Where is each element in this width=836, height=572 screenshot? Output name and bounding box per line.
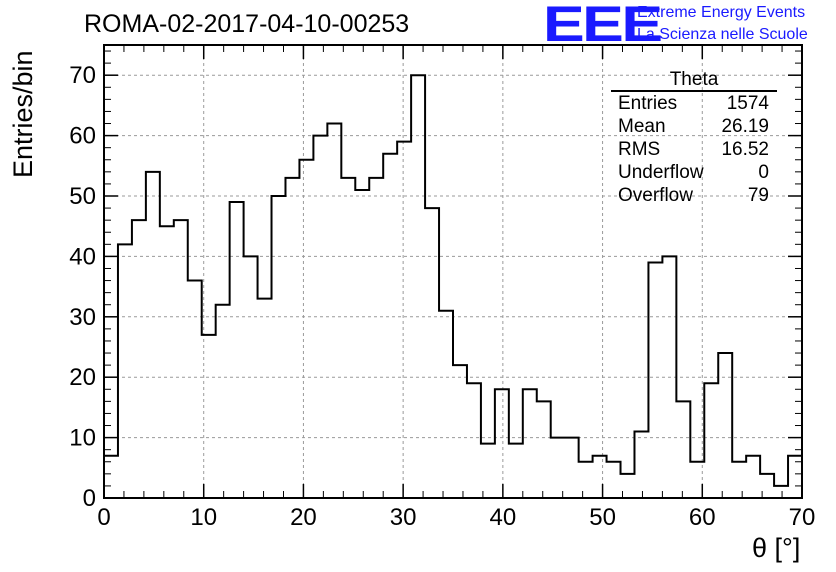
plot-frame <box>103 44 803 499</box>
stats-value: 79 <box>747 185 769 206</box>
stats-label: Overflow <box>618 185 693 206</box>
stats-value: 1574 <box>726 93 769 114</box>
y-tick-label: 60 <box>69 123 96 150</box>
stats-value: 26.19 <box>721 116 769 137</box>
y-tick-label: 10 <box>69 425 96 452</box>
chart-title: ROMA-02-2017-04-10-00253 <box>84 10 410 38</box>
stats-title: Theta <box>611 70 777 92</box>
x-tick-label: 50 <box>589 504 616 531</box>
axis-ticks: 0 10 20 30 40 50 60 70 0 10 20 30 40 50 60 70 <box>69 45 815 531</box>
y-tick-label: 20 <box>69 364 96 391</box>
logo-text: Extreme Energy Events La Scienza nelle S… <box>637 2 808 46</box>
logo-line-2: La Scienza nelle Scuole <box>637 26 808 43</box>
y-tick-label: 0 <box>83 485 96 512</box>
x-tick-label: 20 <box>290 504 317 531</box>
y-tick-label: 40 <box>69 243 96 270</box>
stats-box: Theta Entries 1574 Mean 26.19 RMS 16.52 Und… <box>611 70 777 207</box>
x-axis-label: θ [°] <box>752 533 801 563</box>
stats-label: Entries <box>618 93 678 114</box>
stats-row: RMS 16.52 <box>611 138 777 161</box>
x-tick-label: 40 <box>490 504 517 531</box>
eee-logo: EEE <box>543 0 663 52</box>
stats-label: RMS <box>618 139 661 160</box>
stats-label: Underflow <box>618 162 704 183</box>
stats-row: Mean 26.19 <box>611 115 777 138</box>
y-tick-label: 30 <box>69 304 96 331</box>
x-tick-label: 30 <box>390 504 417 531</box>
stats-row: Entries 1574 <box>611 92 777 115</box>
x-tick-label: 10 <box>190 504 217 531</box>
logo-line-1: Extreme Energy Events <box>637 4 806 21</box>
x-tick-label: 70 <box>789 504 816 531</box>
stats-row: Overflow 79 <box>611 184 777 207</box>
stats-row: Underflow 0 <box>611 161 777 184</box>
histogram-series <box>104 74 802 487</box>
y-tick-label: 50 <box>69 183 96 210</box>
x-tick-label: 60 <box>689 504 716 531</box>
y-axis-label: Entries/bin <box>8 50 38 178</box>
stats-value: 0 <box>758 162 769 183</box>
stats-label: Mean <box>618 116 666 137</box>
x-tick-label: 0 <box>97 504 110 531</box>
stats-value: 16.52 <box>721 139 769 160</box>
y-tick-label: 70 <box>69 62 96 89</box>
